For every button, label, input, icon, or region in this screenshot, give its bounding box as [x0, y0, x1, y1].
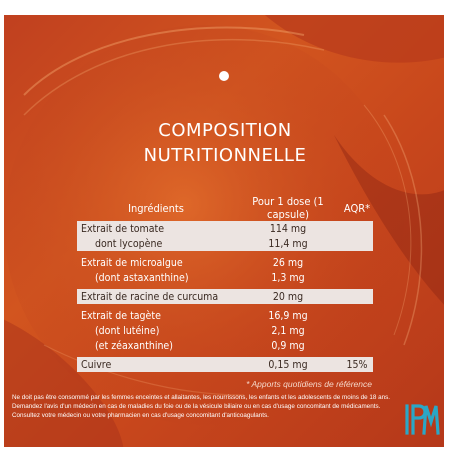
ingredient-dose: 0,9 mg — [271, 339, 305, 352]
ingredient-aqr — [341, 308, 373, 323]
hang-hole — [219, 71, 229, 81]
header-ingredients: Ingrédients — [128, 201, 184, 215]
ingredient-aqr — [341, 289, 373, 304]
title-line-1: COMPOSITION — [158, 120, 292, 141]
ipm-logo-icon — [405, 404, 440, 435]
ingredient-dose: 0,15 mg — [235, 357, 341, 372]
table-row: Extrait de microalgue 26 mg — [77, 255, 373, 270]
table-row: Extrait de tomate 114 mg — [77, 221, 373, 236]
title-line-2: NUTRITIONNELLE — [143, 145, 307, 166]
table-header-row: Ingrédients Pour 1 dose (1 capsule) AQR* — [77, 195, 373, 221]
ingredient-name: (dont lutéine) — [95, 324, 160, 337]
table-row: (dont astaxanthine) 1,3 mg — [77, 270, 373, 285]
header-dose: Pour 1 dose (1 capsule) — [252, 195, 324, 221]
ingredient-name: Extrait de microalgue — [81, 256, 183, 269]
ingredient-name: dont lycopène — [77, 236, 235, 251]
ingredient-aqr — [341, 338, 373, 353]
group-tomate: Extrait de tomate 114 mg dont lycopène 1… — [77, 221, 373, 251]
ingredient-aqr — [341, 255, 373, 270]
table-row: dont lycopène 11,4 mg — [77, 236, 373, 251]
ingredient-dose: 20 mg — [235, 289, 341, 304]
page-title: COMPOSITION NUTRITIONNELLE — [0, 118, 450, 168]
group-tagete: Extrait de tagète 16,9 mg (dont lutéine)… — [77, 308, 373, 353]
group-cuivre: Cuivre 0,15 mg 15% — [77, 357, 373, 372]
ingredient-dose: 2,1 mg — [271, 324, 305, 337]
ingredient-name: Cuivre — [77, 357, 235, 372]
table-row: Extrait de racine de curcuma 20 mg — [77, 289, 373, 304]
ingredient-dose: 11,4 mg — [235, 236, 341, 251]
header-aqr: AQR* — [343, 201, 371, 215]
aqr-footnote: * Apports quotidiens de référence — [246, 379, 372, 389]
ingredient-name: (dont astaxanthine) — [95, 271, 189, 284]
ingredient-aqr — [341, 221, 373, 236]
table-row: (dont lutéine) 2,1 mg — [77, 323, 373, 338]
ingredient-name: Extrait de tomate — [77, 221, 235, 236]
ingredient-name: Extrait de tagète — [81, 309, 161, 322]
ingredient-aqr: 15% — [341, 357, 373, 372]
table-row: Extrait de tagète 16,9 mg — [77, 308, 373, 323]
warning-disclaimer: Ne doit pas être consommé par les femmes… — [12, 394, 391, 419]
table-row: Cuivre 0,15 mg 15% — [77, 357, 373, 372]
ingredient-name: (et zéaxanthine) — [95, 339, 173, 352]
ingredient-dose: 1,3 mg — [271, 271, 305, 284]
ingredient-aqr — [341, 270, 373, 285]
group-microalgue: Extrait de microalgue 26 mg (dont astaxa… — [77, 255, 373, 285]
ingredient-dose: 114 mg — [235, 221, 341, 236]
ingredient-aqr — [341, 323, 373, 338]
ingredient-dose: 26 mg — [272, 256, 304, 269]
ingredient-aqr — [341, 236, 373, 251]
nutrition-table: Ingrédients Pour 1 dose (1 capsule) AQR*… — [77, 195, 373, 372]
group-curcuma: Extrait de racine de curcuma 20 mg — [77, 289, 373, 304]
ingredient-dose: 16,9 mg — [268, 309, 308, 322]
table-row: (et zéaxanthine) 0,9 mg — [77, 338, 373, 353]
ingredient-name: Extrait de racine de curcuma — [77, 289, 235, 304]
